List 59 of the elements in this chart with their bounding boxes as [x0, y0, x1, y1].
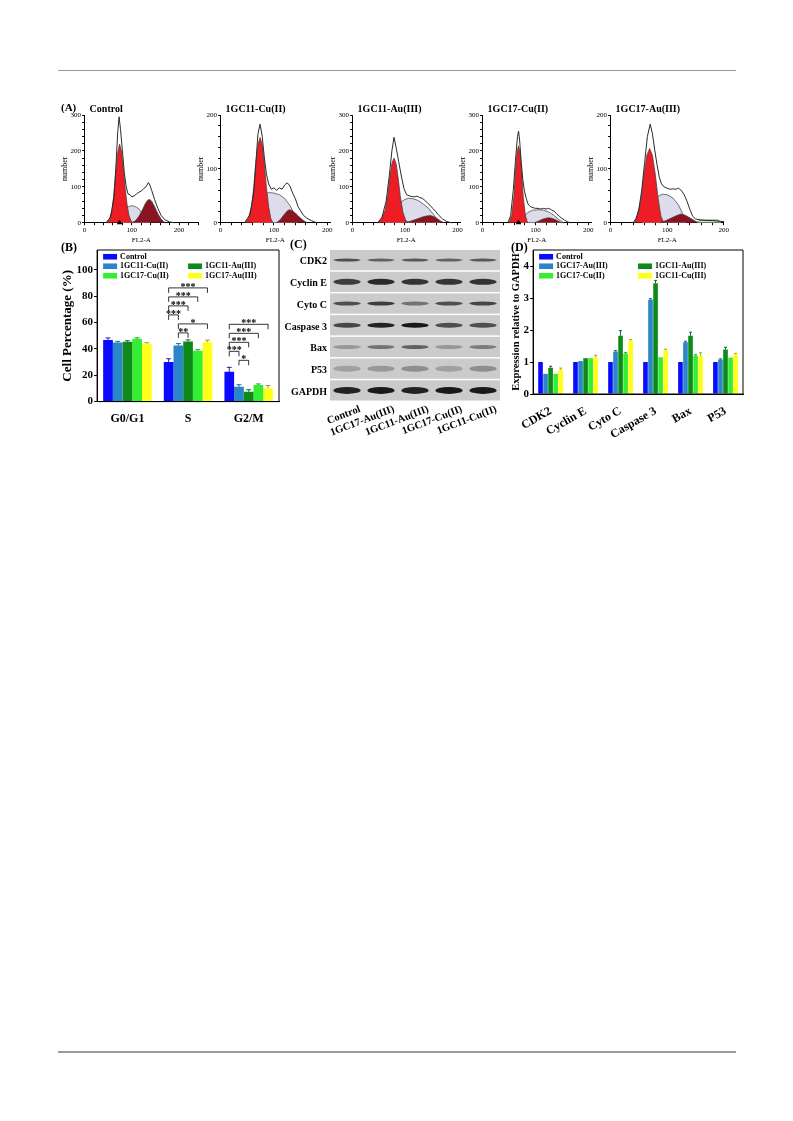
category-label: P53 — [310, 363, 327, 375]
legend-label: 1GC11-Au(III) — [655, 261, 707, 271]
legend-label: 1GC17-Au(III) — [205, 270, 257, 280]
y-axis-title: number — [195, 156, 205, 182]
y-tick-label: 80 — [82, 288, 94, 301]
y-axis-title: number — [59, 156, 69, 182]
category-label: Cyto C — [296, 298, 327, 310]
annotation: *** — [236, 326, 252, 338]
y-tick-label: 20 — [82, 368, 94, 381]
chart-title: 1GC11-Au(III) — [357, 102, 422, 115]
y-tick-label: 0 — [523, 386, 530, 399]
legend-label: 1GC17-Cu(II) — [120, 270, 169, 280]
annotation: *** — [166, 307, 181, 319]
text: (C) — [290, 237, 307, 251]
chart-title: 1GC11-Cu(II) — [225, 102, 286, 115]
y-axis-title: number — [327, 156, 337, 182]
legend-label: 1GC17-Cu(II) — [556, 270, 605, 280]
y-tick-label: 0 — [87, 394, 94, 407]
legend-label: 1GC17-Au(III) — [556, 261, 608, 271]
y-axis-title: Expression relative to GAPDH — [510, 253, 522, 391]
y-tick-label: 3 — [523, 290, 530, 303]
y-tick-label: 4 — [523, 258, 530, 271]
annotation: ** — [178, 325, 189, 337]
x-tick-label: G2/M — [233, 410, 264, 425]
category-label: Caspase 3 — [284, 320, 327, 332]
legend-label: 1GC11-Cu(II) — [120, 261, 169, 271]
text: (D) — [511, 240, 528, 255]
y-tick-label: 100 — [76, 262, 94, 275]
category-label: GAPDH — [290, 385, 327, 397]
y-tick-label: 1 — [523, 354, 530, 367]
chart-title: Control — [89, 102, 123, 114]
category-label: CDK2 — [299, 255, 327, 267]
annotation: * — [241, 353, 247, 365]
annotation: *** — [231, 335, 247, 347]
y-axis-title: Cell Percentage (%) — [59, 269, 75, 382]
category-label: Cyclin E — [290, 277, 327, 289]
y-tick-label: 40 — [82, 341, 94, 354]
legend-label: Control — [556, 251, 584, 261]
chart-title: 1GC17-Au(III) — [615, 102, 681, 115]
chart-title: 1GC17-Cu(II) — [487, 102, 549, 115]
annotation: *** — [180, 280, 196, 292]
y-axis-title: number — [457, 156, 467, 182]
x-tick-label: G0/G1 — [110, 410, 145, 425]
category-label: Bax — [310, 342, 327, 354]
annotation: *** — [226, 344, 242, 356]
legend-label: Control — [120, 251, 148, 261]
y-axis-title: number — [585, 156, 595, 182]
annotation: *** — [170, 298, 186, 310]
annotation: *** — [175, 289, 191, 301]
x-tick-label: S — [184, 410, 192, 425]
legend-label: 1GC11-Au(III) — [205, 261, 257, 271]
legend-label: 1GC11-Cu(III) — [655, 270, 707, 280]
x-tick-label: Bax — [669, 403, 694, 426]
y-tick-label: 2 — [523, 322, 530, 335]
annotation: * — [190, 316, 196, 328]
annotation: *** — [241, 317, 257, 329]
text: (B) — [61, 240, 77, 255]
y-tick-label: 60 — [82, 315, 94, 328]
x-tick-label: P53 — [704, 403, 729, 426]
